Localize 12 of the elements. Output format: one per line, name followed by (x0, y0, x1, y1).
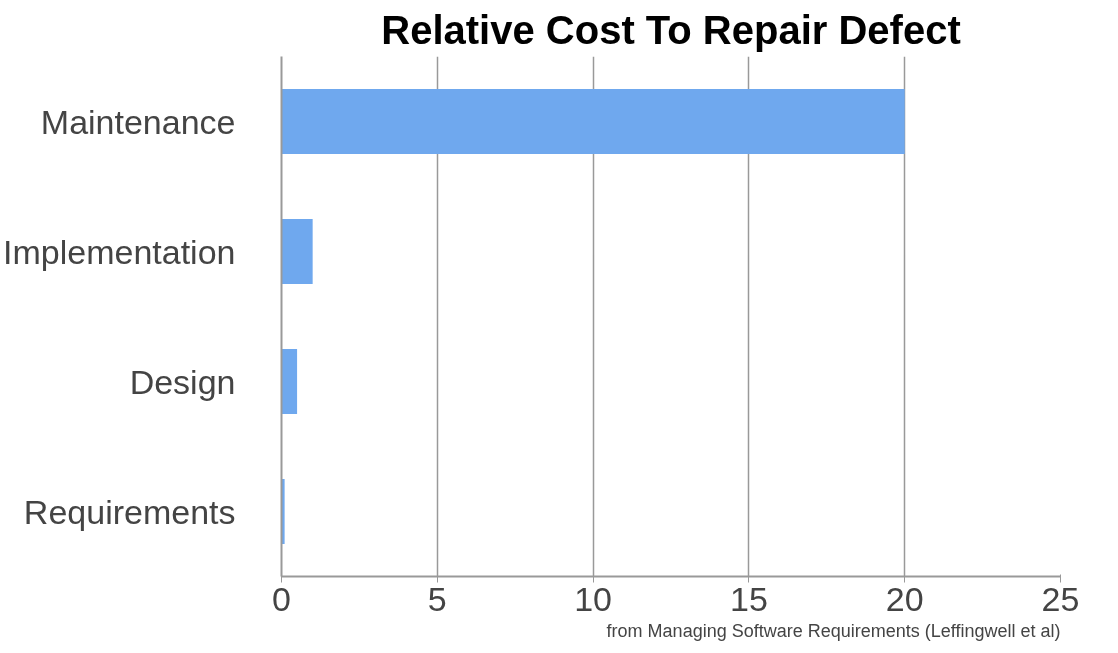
text: from Managing Software Requirements (Leffingwell et al) (606, 620, 1061, 641)
x-tick-label: 15 (729, 579, 768, 618)
y-tick-label: Requirements (23, 492, 236, 531)
x-tick-label: 20 (885, 579, 924, 618)
x-tick-label: 0 (272, 579, 291, 618)
y-tick-label: Maintenance (40, 102, 236, 141)
chart-title: Relative Cost To Repair Defect (381, 7, 961, 52)
y-tick-label: Design (129, 362, 236, 401)
x-tick-label: 10 (574, 579, 613, 618)
x-tick-label: 5 (427, 579, 447, 618)
x-tick-label: 25 (1041, 579, 1080, 618)
y-tick-label: Implementation (3, 232, 236, 271)
